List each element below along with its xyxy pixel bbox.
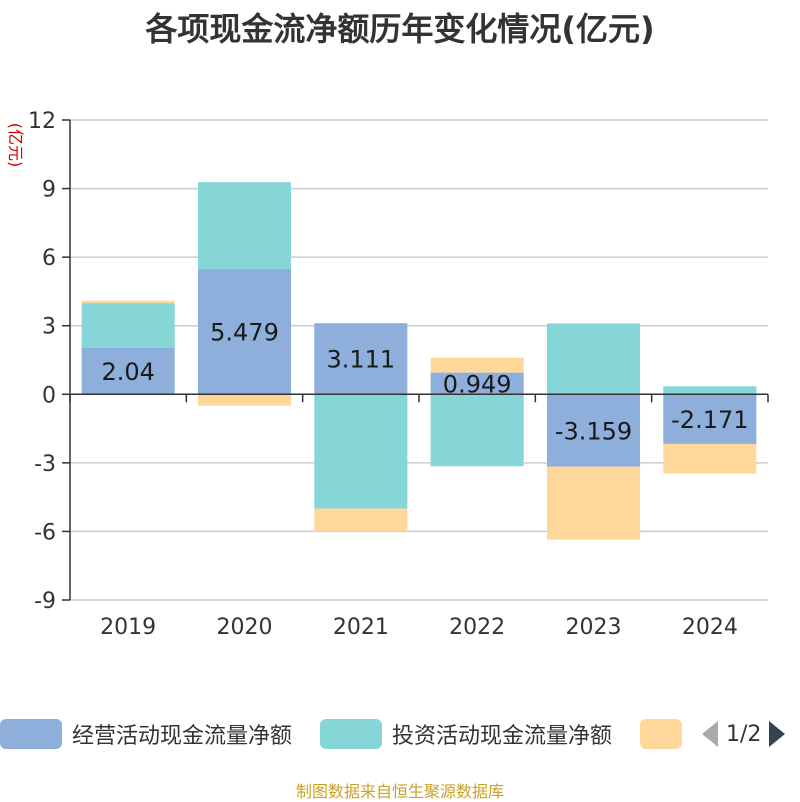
bar-value-label: 0.949 (443, 370, 512, 398)
y-tick-label: -9 (34, 589, 56, 614)
bar-segment[interactable] (197, 269, 292, 395)
y-tick-label: -3 (34, 452, 56, 477)
y-tick-label: 9 (42, 178, 56, 203)
y-tick-label: -6 (34, 520, 56, 545)
axes: 12 9 6 3 0 -3 -6 -9 2019 2020 2021 2022 2023 2024 (28, 109, 769, 640)
bar-value-label: 3.111 (326, 346, 395, 374)
y-tick-label: 0 (42, 383, 56, 408)
legend-swatch-third (640, 719, 682, 749)
legend-item-third[interactable] (640, 712, 692, 756)
bar-segment[interactable] (314, 508, 408, 532)
bar-value-label: -2.171 (671, 406, 748, 434)
data-labels: 2.04 5.479 3.111 0.949 -3.159 -2.171 (101, 319, 748, 446)
bar-segment[interactable] (546, 394, 641, 467)
bar-value-label: -3.159 (555, 417, 632, 445)
bar-segment[interactable] (546, 466, 641, 540)
x-tick-label: 2022 (449, 615, 505, 640)
y-tick-label: 12 (28, 109, 56, 134)
grid-lines (70, 119, 768, 601)
bar-segment[interactable] (546, 323, 641, 395)
chart-title: 各项现金流净额历年变化情况(亿元) (145, 10, 655, 48)
legend-prev-arrow-icon[interactable] (700, 719, 720, 749)
bar-segment[interactable] (663, 386, 757, 395)
bar-segment[interactable] (430, 372, 524, 395)
y-tick-label: 6 (42, 246, 56, 271)
bar-value-label: 5.479 (210, 319, 279, 347)
bar-value-label: 2.04 (101, 358, 154, 386)
bar-segment[interactable] (430, 357, 524, 373)
bar-segment[interactable] (663, 443, 757, 474)
y-axis-title: (亿元) (6, 123, 25, 168)
x-tick-label: 2020 (217, 615, 273, 640)
bar-segment[interactable] (663, 394, 757, 444)
x-tick-label: 2019 (100, 615, 156, 640)
bar-segment[interactable] (197, 394, 292, 406)
x-tick-label: 2023 (566, 615, 622, 640)
bar-segment[interactable] (81, 347, 175, 395)
legend-item-operating[interactable]: 经营活动现金流量净额 (0, 712, 292, 756)
legend-item-investing[interactable]: 投资活动现金流量净额 (320, 712, 612, 756)
bar-segment[interactable] (81, 300, 175, 304)
legend: 经营活动现金流量净额 投资活动现金流量净额 1/2 (0, 712, 800, 756)
bars (81, 182, 757, 540)
legend-page-indicator: 1/2 (726, 721, 762, 747)
x-tick-label: 2024 (682, 615, 738, 640)
source-note: 制图数据来自恒生聚源数据库 (295, 782, 504, 801)
legend-next-arrow-icon[interactable] (767, 719, 787, 749)
bar-segment[interactable] (314, 394, 408, 509)
legend-swatch-operating (0, 719, 62, 749)
bar-segment[interactable] (81, 303, 175, 348)
y-tick-label: 3 (42, 315, 56, 340)
legend-label-investing: 投资活动现金流量净额 (392, 724, 613, 749)
legend-swatch-investing (320, 719, 382, 749)
bar-segment[interactable] (430, 394, 524, 467)
legend-label-operating: 经营活动现金流量净额 (72, 724, 293, 749)
legend-pager: 1/2 (700, 712, 787, 756)
bar-segment[interactable] (197, 182, 292, 270)
bar-segment[interactable] (314, 323, 408, 395)
x-tick-label: 2021 (333, 615, 389, 640)
